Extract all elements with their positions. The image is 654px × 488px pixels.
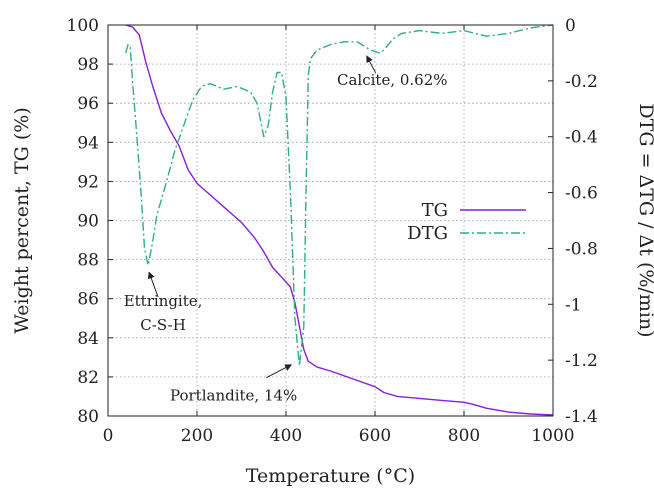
x-tick-label: 600 <box>359 426 391 446</box>
annotation-calcite: Calcite, 0.62% <box>337 71 448 89</box>
x-tick-label: 0 <box>103 426 114 446</box>
annotation-ettringite: Ettringite, <box>124 292 203 310</box>
x-axis-label: Temperature (°C) <box>246 465 415 487</box>
annotation-csh: C-S-H <box>140 316 186 334</box>
y-tick-label: 80 <box>77 407 99 427</box>
series-layer <box>125 24 554 416</box>
y-tick-label: 86 <box>77 290 99 310</box>
y2-tick-label: -0.2 <box>565 72 598 92</box>
legend-label-dtg: DTG <box>407 223 448 244</box>
x-tick-label: 200 <box>181 426 213 446</box>
y2-tick-label: -0.8 <box>565 239 598 259</box>
x-tick-label: 1000 <box>531 426 574 446</box>
annotations: Ettringite, C-S-H Portlandite, 14% Calcite,… <box>124 55 448 405</box>
plot-frame <box>107 24 554 417</box>
y2-tick-label: -1.2 <box>565 351 598 371</box>
legend: TG DTG <box>407 200 526 244</box>
y-tick-label: 82 <box>77 368 99 388</box>
series-line-tg <box>125 24 554 416</box>
x-tick-label: 800 <box>448 426 480 446</box>
y2-tick-label: -0.6 <box>565 184 598 204</box>
y-tick-label: 98 <box>77 55 99 75</box>
y-axis-label: Weight percent, TG (%) <box>11 107 33 333</box>
x-tick-label: 400 <box>270 426 302 446</box>
y-tick-label: 90 <box>77 212 99 232</box>
y-tick-label: 88 <box>77 251 99 271</box>
y-tick-label: 94 <box>77 133 99 153</box>
y2-axis-label: DTG = ΔTG / Δt (%/min) <box>635 103 654 337</box>
y2-tick-label: -0.4 <box>565 128 598 148</box>
grid <box>107 24 554 417</box>
y-tick-label: 84 <box>77 329 99 349</box>
ticks: 0 200 400 600 800 100080828486889092949698100… <box>67 16 598 446</box>
annotation-portlandite: Portlandite, 14% <box>170 387 297 405</box>
legend-label-tg: TG <box>422 200 448 221</box>
y-tick-label: 100 <box>67 16 99 36</box>
y-tick-label: 92 <box>77 172 99 192</box>
y-tick-label: 96 <box>77 94 99 114</box>
y2-tick-label: 0 <box>565 16 576 36</box>
y2-tick-label: -1 <box>565 295 582 315</box>
ettringite-arrow <box>147 271 159 298</box>
calcite-arrow <box>366 55 377 74</box>
y2-tick-label: -1.4 <box>565 407 598 427</box>
portlandite-arrow <box>266 364 292 379</box>
